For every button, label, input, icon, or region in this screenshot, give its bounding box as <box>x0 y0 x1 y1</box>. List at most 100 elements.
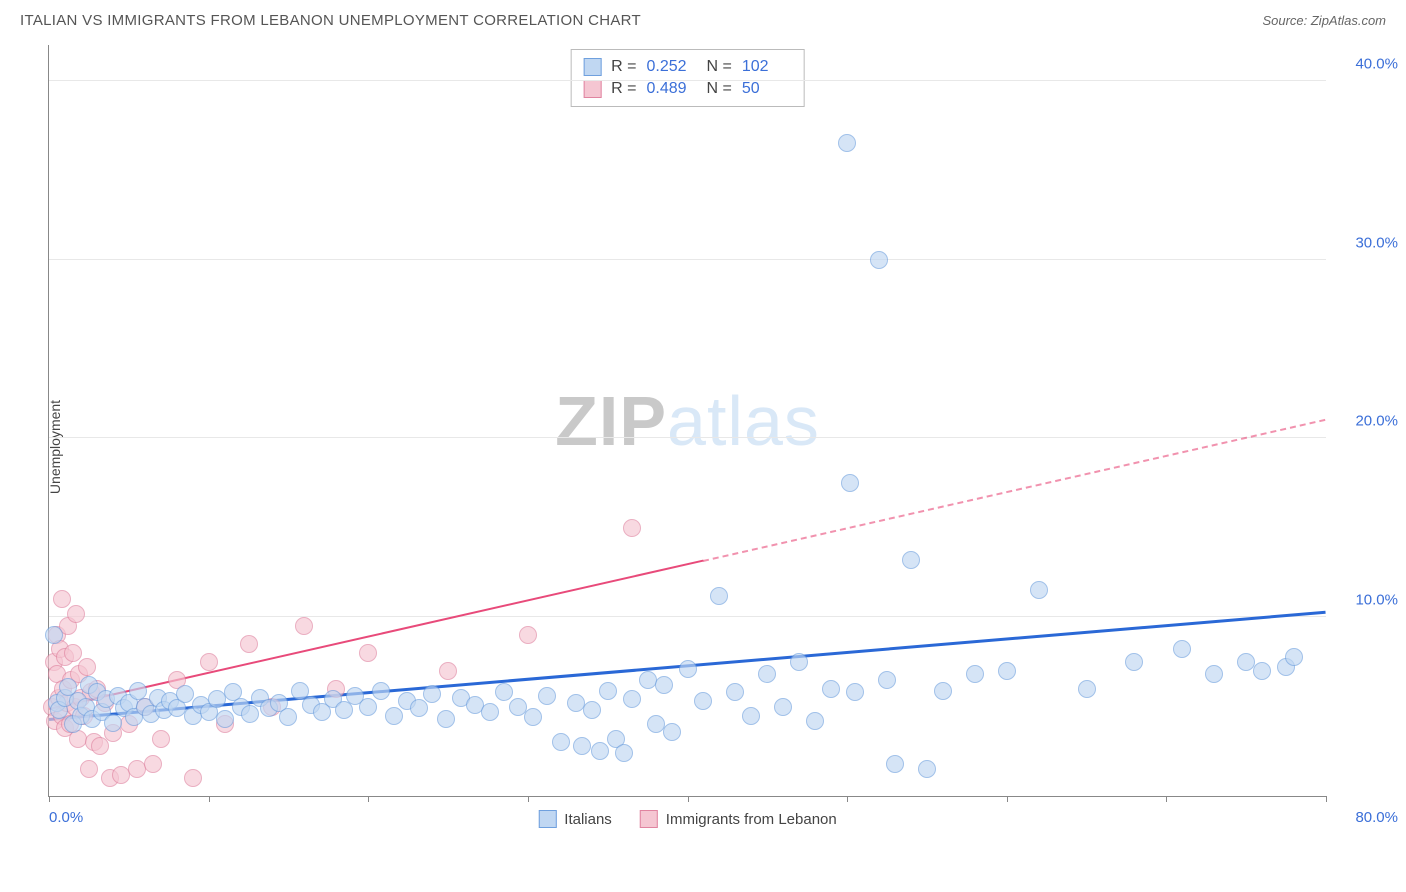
grid-line <box>49 616 1326 617</box>
x-tick <box>528 796 529 802</box>
data-point <box>623 519 641 537</box>
page-title: ITALIAN VS IMMIGRANTS FROM LEBANON UNEMP… <box>20 12 641 29</box>
data-point <box>53 590 71 608</box>
data-point <box>846 683 864 701</box>
data-point <box>934 682 952 700</box>
data-point <box>655 676 673 694</box>
y-tick-label: 20.0% <box>1334 413 1398 430</box>
data-point <box>998 662 1016 680</box>
data-point <box>78 658 96 676</box>
data-point <box>663 723 681 741</box>
data-point <box>966 665 984 683</box>
data-point <box>623 690 641 708</box>
swatch-italians <box>538 810 556 828</box>
stat-row-italians: R = 0.252 N = 102 <box>583 56 792 78</box>
grid-line <box>49 259 1326 260</box>
data-point <box>838 134 856 152</box>
data-point <box>1285 648 1303 666</box>
plot-area: ZIPatlas R = 0.252 N = 102 R = 0.489 N =… <box>48 45 1326 797</box>
data-point <box>710 587 728 605</box>
data-point <box>822 680 840 698</box>
data-point <box>80 760 98 778</box>
data-point <box>790 653 808 671</box>
x-tick <box>209 796 210 802</box>
data-point <box>841 474 859 492</box>
swatch-lebanon <box>583 80 601 98</box>
data-point <box>200 653 218 671</box>
legend-item-lebanon: Immigrants from Lebanon <box>640 810 837 828</box>
data-point <box>573 737 591 755</box>
swatch-italians <box>583 58 601 76</box>
data-point <box>176 685 194 703</box>
series-legend: Italians Immigrants from Lebanon <box>538 810 836 828</box>
data-point <box>583 701 601 719</box>
data-point <box>1125 653 1143 671</box>
x-tick <box>847 796 848 802</box>
data-point <box>437 710 455 728</box>
watermark: ZIPatlas <box>555 381 820 461</box>
x-tick <box>368 796 369 802</box>
grid-line <box>49 80 1326 81</box>
data-point <box>241 705 259 723</box>
data-point <box>1205 665 1223 683</box>
data-point <box>184 769 202 787</box>
data-point <box>144 755 162 773</box>
correlation-chart: Unemployment ZIPatlas R = 0.252 N = 102 … <box>0 37 1406 857</box>
data-point <box>45 626 63 644</box>
data-point <box>67 605 85 623</box>
data-point <box>742 707 760 725</box>
data-point <box>385 707 403 725</box>
data-point <box>870 251 888 269</box>
data-point <box>240 635 258 653</box>
grid-line <box>49 437 1326 438</box>
regression-line <box>703 419 1326 562</box>
stat-legend: R = 0.252 N = 102 R = 0.489 N = 50 <box>570 49 805 107</box>
swatch-lebanon <box>640 810 658 828</box>
x-tick <box>49 796 50 802</box>
data-point <box>1253 662 1271 680</box>
data-point <box>902 551 920 569</box>
data-point <box>694 692 712 710</box>
data-point <box>216 710 234 728</box>
data-point <box>359 644 377 662</box>
data-point <box>524 708 542 726</box>
x-tick <box>1326 796 1327 802</box>
data-point <box>591 742 609 760</box>
stat-row-lebanon: R = 0.489 N = 50 <box>583 78 792 100</box>
data-point <box>1030 581 1048 599</box>
data-point <box>679 660 697 678</box>
data-point <box>519 626 537 644</box>
data-point <box>758 665 776 683</box>
data-point <box>495 683 513 701</box>
data-point <box>295 617 313 635</box>
data-point <box>552 733 570 751</box>
data-point <box>279 708 297 726</box>
data-point <box>1173 640 1191 658</box>
data-point <box>774 698 792 716</box>
legend-item-italians: Italians <box>538 810 612 828</box>
data-point <box>886 755 904 773</box>
x-tick <box>1166 796 1167 802</box>
data-point <box>599 682 617 700</box>
data-point <box>806 712 824 730</box>
data-point <box>1078 680 1096 698</box>
data-point <box>64 644 82 662</box>
y-tick-label: 40.0% <box>1334 55 1398 72</box>
data-point <box>439 662 457 680</box>
y-tick-label: 10.0% <box>1334 592 1398 609</box>
data-point <box>372 682 390 700</box>
data-point <box>152 730 170 748</box>
data-point <box>481 703 499 721</box>
x-tick-max: 80.0% <box>1334 809 1398 826</box>
data-point <box>615 744 633 762</box>
data-point <box>423 685 441 703</box>
x-tick <box>1007 796 1008 802</box>
data-point <box>538 687 556 705</box>
source-attribution: Source: ZipAtlas.com <box>1262 13 1386 28</box>
data-point <box>918 760 936 778</box>
data-point <box>359 698 377 716</box>
x-tick <box>688 796 689 802</box>
x-tick-min: 0.0% <box>49 809 83 826</box>
data-point <box>410 699 428 717</box>
data-point <box>726 683 744 701</box>
